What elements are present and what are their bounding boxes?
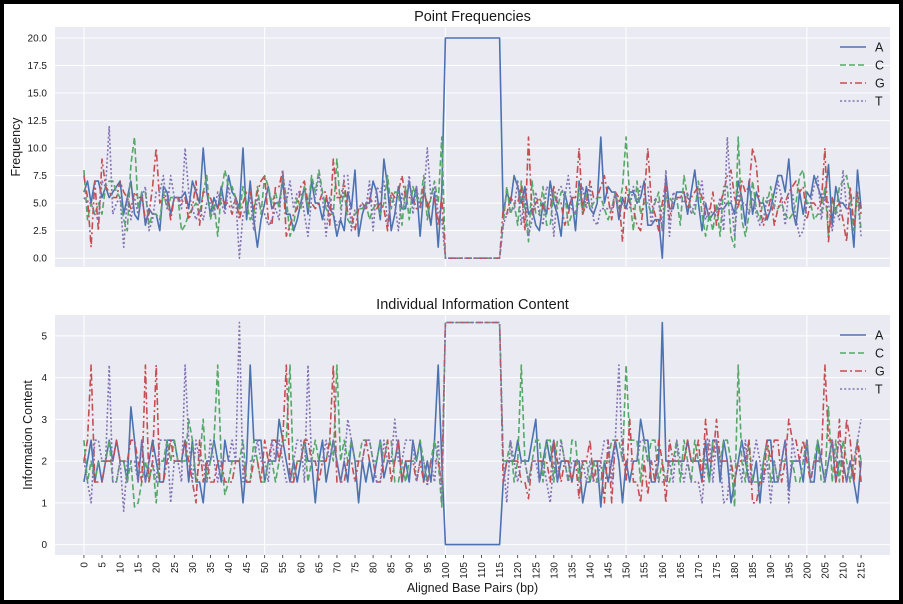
x-tick-label: 10 (116, 562, 127, 574)
series-lines (83, 37, 862, 259)
legend-label-C: C (875, 347, 884, 361)
x-tick-label: 115 (495, 562, 506, 578)
x-tick-label: 20 (152, 562, 163, 574)
legend-label-G: G (875, 77, 885, 91)
x-tick-label: 180 (730, 562, 741, 579)
x-tick-label: 25 (170, 562, 181, 574)
x-tick-label: 70 (332, 562, 343, 574)
y-tick-labels: 0.0 2.5 5.0 7.5 10.0 12.5 15.0 17.5 20.0 (28, 34, 48, 265)
x-tick-label: 95 (423, 562, 434, 574)
x-tick-label: 50 (260, 562, 271, 574)
y-tick-label: 12.5 (28, 116, 48, 127)
x-tick-label: 35 (206, 562, 217, 574)
y-tick-label: 3 (41, 415, 47, 426)
x-axis-label: Aligned Base Pairs (bp) (407, 581, 538, 595)
chart-title: Point Frequencies (414, 9, 531, 25)
legend-label-A: A (875, 329, 884, 343)
x-tick-label: 135 (567, 562, 578, 579)
x-tick-label: 85 (387, 562, 398, 574)
x-tick-label: 75 (351, 562, 362, 574)
x-tick-label: 155 (640, 562, 651, 579)
y-tick-label: 2.5 (33, 226, 47, 237)
x-tick-label: 145 (604, 562, 615, 579)
y-tick-label: 10.0 (28, 144, 48, 155)
y-tick-label: 1 (41, 498, 47, 509)
y-tick-label: 0.0 (33, 254, 47, 265)
x-tick-label: 110 (477, 562, 488, 578)
x-tick-label: 170 (694, 562, 705, 579)
x-tick-label: 0 (79, 562, 90, 568)
x-tick-label: 205 (820, 562, 831, 579)
legend-label-T: T (875, 95, 883, 109)
x-tick-label: 200 (802, 562, 813, 579)
x-tick-label: 105 (459, 562, 470, 579)
series-lines (83, 321, 862, 546)
y-tick-label: 5.0 (33, 199, 47, 210)
grid (55, 27, 890, 267)
y-axis-label: Information Content (21, 380, 35, 490)
x-tick-label: 160 (658, 562, 669, 579)
x-tick-label: 15 (134, 562, 145, 574)
x-tick-labels: 0 5 10 15 20 25 30 35 40 45 50 55 60 65 70 75 80 85 90 95 10… (79, 555, 868, 579)
y-tick-label: 20.0 (28, 34, 48, 45)
y-tick-label: 5 (41, 331, 47, 342)
legend-label-T: T (875, 383, 883, 397)
legend-label-C: C (875, 59, 884, 73)
plot-area (55, 315, 890, 555)
x-tick-label: 55 (278, 562, 289, 574)
x-tick-label: 120 (513, 562, 524, 579)
y-tick-label: 17.5 (28, 61, 48, 72)
x-tick-label: 190 (766, 562, 777, 579)
plot-area (55, 27, 890, 267)
x-tick-label: 60 (296, 562, 307, 574)
x-tick-label: 165 (676, 562, 687, 579)
series-line-T (83, 321, 862, 512)
y-tick-labels: 0 1 2 3 4 5 (41, 331, 47, 551)
x-tick-label: 195 (784, 562, 795, 579)
x-tick-label: 215 (857, 562, 868, 579)
y-tick-label: 7.5 (33, 171, 47, 182)
x-tick-label: 100 (441, 562, 452, 579)
x-tick-label: 40 (224, 562, 235, 574)
y-tick-label: 0 (41, 540, 47, 551)
y-tick-label: 4 (41, 373, 47, 384)
x-tick-label: 45 (242, 562, 253, 574)
y-axis-label: Frequency (9, 117, 23, 177)
y-tick-label: 2 (41, 457, 47, 468)
x-tick-label: 130 (549, 562, 560, 579)
legend-label-A: A (875, 41, 884, 55)
x-tick-label: 185 (748, 562, 759, 579)
x-tick-label: 80 (369, 562, 380, 574)
series-line-C (83, 136, 862, 259)
x-tick-label: 140 (585, 562, 596, 579)
y-tick-label: 15.0 (28, 89, 48, 100)
chart-title: Individual Information Content (376, 297, 569, 313)
x-tick-label: 125 (531, 562, 542, 579)
x-tick-label: 150 (622, 562, 633, 579)
x-tick-label: 90 (405, 562, 416, 574)
x-tick-label: 30 (188, 562, 199, 574)
legend-label-G: G (875, 365, 885, 379)
x-tick-label: 175 (712, 562, 723, 579)
x-tick-label: 210 (839, 562, 850, 579)
x-tick-label: 65 (314, 562, 325, 574)
x-tick-label: 5 (97, 562, 108, 568)
